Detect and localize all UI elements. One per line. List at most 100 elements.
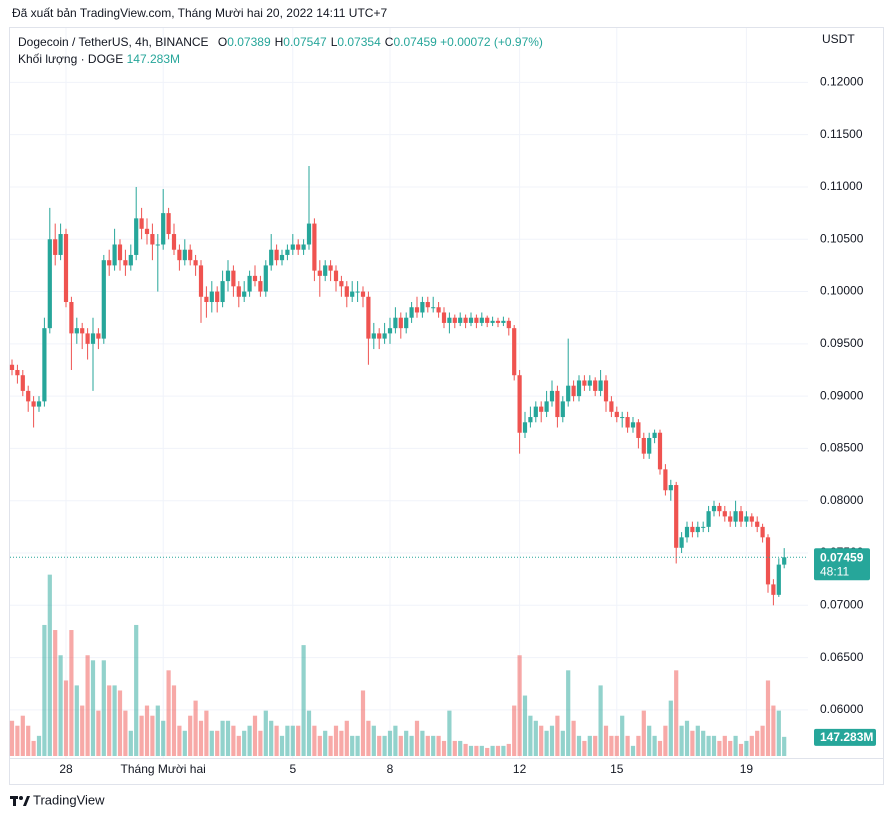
volume-bar [155, 705, 160, 756]
candle-body [155, 244, 160, 246]
candle-body [231, 270, 236, 287]
candle-body [177, 249, 182, 261]
candle-body [269, 249, 274, 266]
volume-bar [355, 735, 360, 756]
volume-bar [128, 730, 133, 756]
volume-bar [107, 685, 112, 756]
candle-body [533, 406, 538, 418]
volume-bar [760, 725, 765, 756]
candle-body [182, 249, 187, 261]
ohlc-label: C [384, 35, 394, 49]
candle-body [522, 422, 528, 433]
candle-body [517, 375, 522, 433]
candle-body [90, 333, 96, 344]
volume-bar [42, 624, 47, 756]
candle-body [679, 537, 684, 548]
volume-bar [782, 736, 787, 756]
volume-bar [647, 725, 652, 756]
volume-bar [711, 735, 717, 756]
volume-bar [409, 735, 414, 756]
volume-bar [285, 725, 290, 756]
grid [10, 28, 808, 758]
candle-body [733, 511, 738, 522]
candle-body [377, 333, 382, 339]
volume-bar [717, 740, 722, 756]
candle-body [695, 526, 700, 533]
y-tick-label: 0.09500 [820, 336, 864, 350]
candle-body [247, 275, 252, 292]
volume-bar [614, 735, 619, 756]
candle-body [58, 234, 63, 255]
volume-bar [74, 685, 79, 756]
y-tick-label: 0.06000 [820, 702, 864, 716]
volume-bar [431, 735, 436, 756]
volume-bar [36, 735, 42, 756]
volume-bar [344, 720, 349, 756]
candle-body [166, 213, 171, 235]
volume-bar [377, 735, 382, 756]
ohlc-label: O [217, 35, 228, 49]
volume-bar [404, 730, 409, 756]
candle-body [144, 228, 150, 235]
volume-bar [512, 705, 517, 756]
volume-bar [123, 710, 128, 756]
volume-bar [204, 710, 209, 756]
volume-bar [598, 685, 603, 756]
candle-body [328, 265, 333, 271]
candle-body [539, 406, 544, 412]
candle-body [317, 270, 322, 276]
candle-body [69, 302, 74, 334]
volume-bar [387, 730, 393, 756]
candle-body [128, 254, 133, 266]
volume-bar [231, 725, 236, 756]
candle-body [387, 328, 393, 334]
candle-body [285, 249, 290, 255]
logo [10, 796, 30, 806]
candle-body [701, 526, 706, 528]
candle-body [398, 317, 403, 329]
candle-body [782, 557, 787, 565]
candle-body [603, 380, 609, 402]
volume-bar [339, 730, 344, 756]
volume-bar [215, 730, 220, 756]
candle-body [85, 333, 90, 344]
candle-body [749, 516, 754, 522]
candle-body [625, 417, 630, 428]
candle-body [447, 317, 452, 323]
ohlc-label: L [330, 35, 338, 49]
candle-body [134, 218, 139, 255]
volume-bar [279, 735, 285, 756]
y-tick-label: 0.11500 [820, 127, 863, 141]
candle-body [26, 390, 31, 402]
candle-body [215, 291, 220, 303]
candle-body [366, 296, 371, 339]
x-tick-label: 28 [59, 762, 73, 776]
volume-bar [220, 720, 225, 756]
candle-body [20, 375, 25, 391]
candle-body [107, 260, 112, 266]
candle-body [549, 390, 555, 402]
volume-bar [701, 730, 706, 756]
volume-bar [26, 725, 31, 756]
volume-bar [593, 735, 598, 756]
x-tick-label: 15 [610, 762, 624, 776]
candle-body [150, 234, 155, 245]
candle-body [225, 270, 231, 282]
candle-body [171, 234, 177, 250]
volume-bar [652, 735, 657, 756]
x-tick-label: 5 [289, 762, 296, 776]
footer-brand: TradingView [33, 792, 105, 807]
candle-body [722, 511, 727, 517]
candle-body [290, 244, 295, 250]
volume-bar [188, 715, 193, 756]
volume-bar [301, 645, 306, 756]
volume-bar [306, 710, 312, 756]
x-tick-label: Tháng Mười hai [121, 762, 206, 776]
candle-body [555, 390, 560, 418]
volume-bar [47, 574, 52, 756]
y-tick-label: 0.08500 [820, 441, 864, 455]
candle-body [274, 249, 279, 261]
volume-bar [490, 745, 495, 756]
